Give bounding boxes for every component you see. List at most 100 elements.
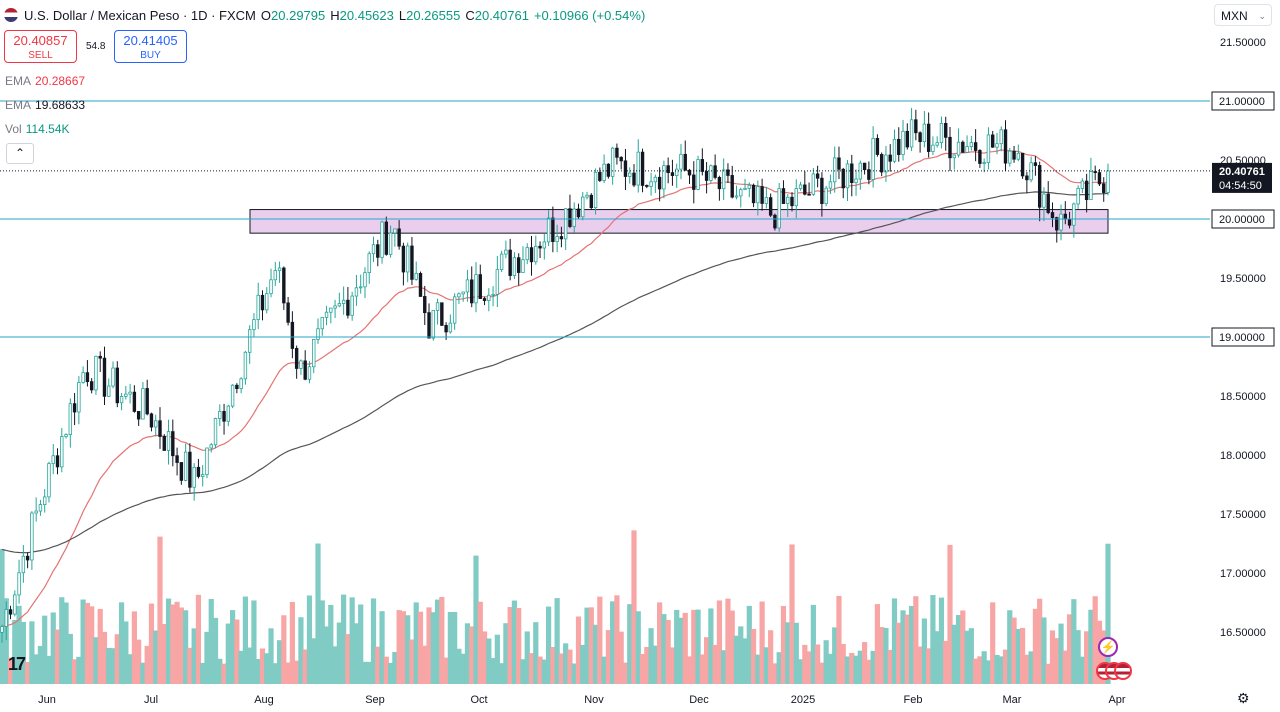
volume-bar: [460, 653, 466, 684]
candle-body: [98, 355, 102, 359]
candle-body: [636, 151, 640, 186]
candle-body: [538, 245, 542, 249]
ema-fast-line[interactable]: [1, 149, 1109, 628]
volume-bar: [144, 645, 150, 684]
volume-bar: [998, 656, 1004, 684]
volume-bar: [430, 612, 436, 684]
candle-body: [213, 418, 218, 446]
volume-bar: [597, 596, 603, 684]
candle-body: [312, 338, 316, 368]
volume-bar: [635, 611, 641, 684]
candle-body: [598, 171, 602, 181]
volume-bar: [174, 601, 180, 684]
candle-body: [679, 153, 683, 170]
current-price-text: 20.40761: [1219, 166, 1265, 178]
symbol-header[interactable]: U.S. Dollar / Mexican Peso · 1D · FXCM O…: [4, 6, 645, 24]
buy-button[interactable]: 20.41405 BUY: [114, 30, 187, 63]
candle-body: [504, 249, 508, 255]
volume-bar: [913, 596, 919, 684]
volume-bar: [627, 604, 633, 684]
candle-body: [576, 208, 581, 218]
candle-body: [713, 165, 717, 178]
volume-bar: [1019, 627, 1026, 684]
volume-bar: [960, 610, 966, 684]
ema-slow-legend[interactable]: EMA 19.68633: [5, 98, 85, 112]
candle-body: [346, 299, 350, 316]
candle-body: [43, 496, 47, 505]
settings-gear-icon[interactable]: ⚙: [1237, 690, 1250, 706]
volume-bar: [84, 602, 91, 684]
lightning-icon[interactable]: ⚡: [1098, 637, 1118, 657]
volume-bar: [29, 621, 35, 684]
volume-bar: [507, 607, 513, 684]
volume-bar: [306, 595, 313, 684]
volume-bar: [968, 628, 974, 684]
symbol-title: U.S. Dollar / Mexican Peso · 1D · FXCM: [24, 7, 256, 23]
volume-bar: [238, 650, 244, 684]
volume-value: 114.54K: [25, 122, 70, 136]
candle-body: [410, 245, 414, 280]
collapse-legend-button[interactable]: ⌃: [6, 143, 34, 164]
high-label: H: [330, 7, 340, 23]
candle-body: [192, 466, 196, 488]
volume-bar: [3, 598, 9, 684]
candle-body: [495, 269, 500, 295]
volume-bar: [131, 611, 137, 684]
volume-bar: [67, 633, 73, 684]
candle-body: [888, 154, 892, 162]
volume-bar: [768, 630, 774, 684]
volume-bar: [703, 637, 710, 684]
volume-bar: [887, 649, 893, 684]
volume-bar: [426, 607, 432, 684]
volume-bar: [1066, 614, 1073, 684]
ema-slow-value: 19.68633: [35, 98, 86, 112]
volume-bar: [1062, 650, 1068, 684]
currency-selector[interactable]: MXN ⌄: [1214, 4, 1272, 26]
high-value: 20.45623: [339, 7, 394, 23]
volume-bar: [725, 598, 731, 684]
candle-body: [183, 451, 188, 481]
volume-bar: [844, 656, 851, 684]
ema-fast-legend[interactable]: EMA 20.28667: [5, 74, 85, 88]
candle-body: [700, 159, 705, 172]
y-tick-label: 21.50000: [1220, 37, 1266, 49]
volume-bar: [750, 628, 757, 684]
candle-body: [1046, 193, 1050, 213]
candle-body: [282, 267, 286, 304]
candle-body: [34, 510, 38, 514]
volume-bar: [973, 658, 979, 684]
candle-body: [265, 293, 269, 311]
volume-legend[interactable]: Vol 114.54K: [5, 122, 70, 136]
x-tick-label: Sep: [365, 694, 385, 706]
volume-bar: [50, 612, 56, 684]
candle-body: [551, 217, 555, 243]
open-label: O: [260, 7, 272, 23]
tradingview-logo[interactable]: 17: [8, 654, 26, 674]
candle-body: [414, 273, 418, 280]
sell-button[interactable]: 20.40857 SELL: [4, 30, 77, 63]
candle-body: [632, 172, 636, 186]
volume-bar: [840, 644, 846, 684]
candle-body: [222, 410, 226, 422]
volume-bar: [904, 614, 910, 684]
volume-bar: [823, 640, 829, 684]
candle-body: [273, 270, 277, 281]
volume-bar: [883, 628, 889, 684]
volume-bar: [537, 656, 543, 684]
candle-body: [956, 141, 961, 156]
ema-slow-line[interactable]: [1, 191, 1109, 554]
volume-bar: [255, 659, 261, 684]
volume-bar: [733, 635, 740, 684]
economic-events-icon[interactable]: [1096, 662, 1136, 682]
volume-bar: [1041, 617, 1047, 684]
candle-body: [333, 305, 337, 309]
volume-bar: [563, 643, 569, 684]
candle-body: [119, 395, 124, 404]
candle-body: [13, 594, 17, 615]
candle-body: [440, 302, 444, 326]
volume-bar: [323, 626, 330, 684]
candle-body: [610, 147, 615, 177]
x-tick-label: Dec: [689, 694, 709, 706]
volume-bar: [853, 655, 859, 684]
